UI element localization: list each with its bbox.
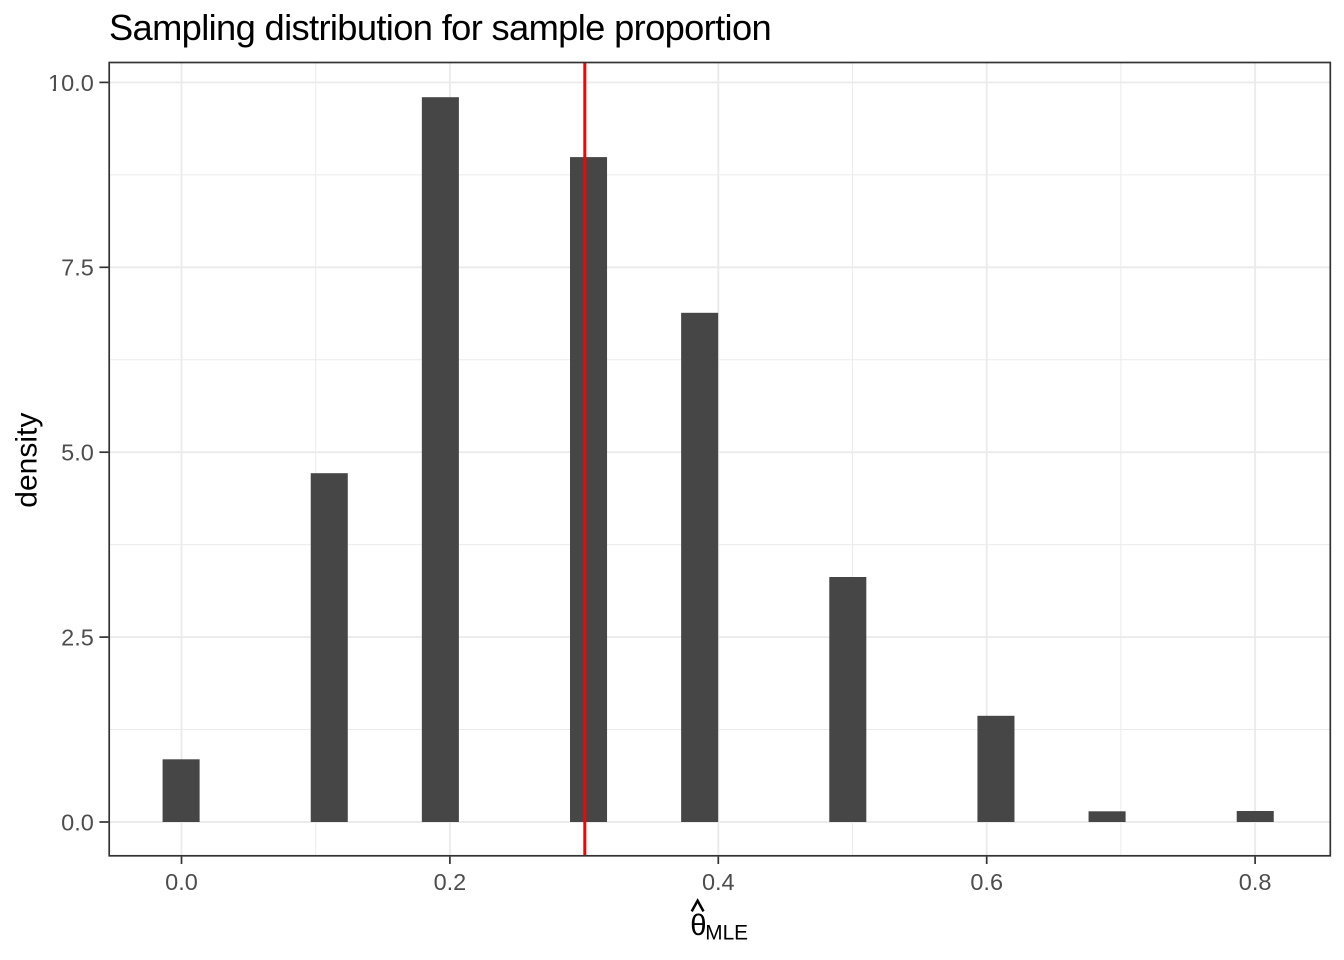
svg-text:5.0: 5.0 xyxy=(61,440,94,466)
svg-text:0.6: 0.6 xyxy=(970,869,1003,895)
svg-text:0.4: 0.4 xyxy=(702,869,735,895)
svg-text:2.5: 2.5 xyxy=(61,625,94,651)
svg-text:7.5: 7.5 xyxy=(61,255,94,281)
svg-text:0.0: 0.0 xyxy=(61,809,94,835)
svg-text:0.2: 0.2 xyxy=(434,869,467,895)
svg-text:10.0: 10.0 xyxy=(48,70,94,96)
svg-text:Sampling distribution for samp: Sampling distribution for sample proport… xyxy=(109,7,771,48)
svg-text:density: density xyxy=(11,413,44,508)
svg-text:0.0: 0.0 xyxy=(165,869,198,895)
svg-text:0.8: 0.8 xyxy=(1239,869,1272,895)
